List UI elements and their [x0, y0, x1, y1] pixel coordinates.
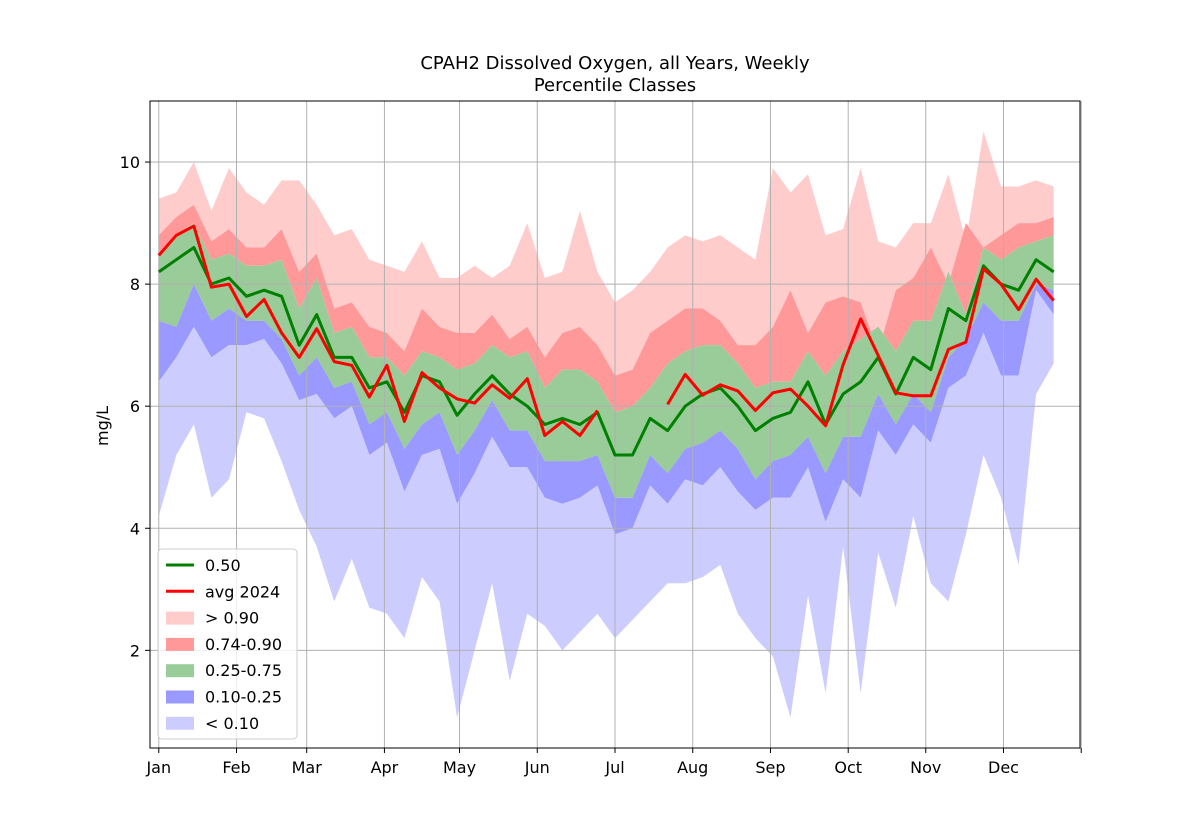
- legend-patch-swatch: [166, 611, 194, 625]
- x-axis: Jan Feb Mar Apr May Jun Jul Aug Sep Oct Nov Dec: [145, 748, 1082, 777]
- y-axis: 2 4 6 8 10: [120, 153, 150, 660]
- y-tick-label: 8: [130, 275, 140, 294]
- series-line-0: [157, 246, 1055, 457]
- legend-patch-swatch: [166, 716, 194, 730]
- x-tick-label: Aug: [677, 758, 708, 777]
- x-tick-label: Jun: [524, 758, 550, 777]
- legend-label: avg 2024: [205, 582, 280, 601]
- band-1: [158, 204, 1054, 413]
- y-axis-label: mg/L: [93, 406, 112, 446]
- y-tick-label: 10: [120, 153, 140, 172]
- x-tick-label: Feb: [222, 758, 250, 777]
- band-4: [158, 290, 1054, 718]
- x-tick-label: Apr: [371, 758, 399, 777]
- y-tick-label: 4: [130, 519, 140, 538]
- x-tick-label: Mar: [292, 758, 323, 777]
- x-tick-label: Dec: [988, 758, 1019, 777]
- y-tick-label: 6: [130, 397, 140, 416]
- grid-lines: [150, 101, 1082, 748]
- chart-title-line2: Percentile Classes: [534, 75, 696, 96]
- percentile-bands: [158, 131, 1054, 718]
- legend: 0.50 avg 2024 > 0.90 0.74-0.90 0.25-0.75 0.10…: [157, 548, 298, 740]
- band-2: [158, 223, 1054, 498]
- band-0: [158, 131, 1054, 376]
- series-line-1: [157, 224, 1055, 437]
- legend-label: 0.25-0.75: [205, 661, 282, 680]
- legend-label: 0.50: [205, 556, 241, 575]
- y-tick-label: 2: [130, 641, 140, 660]
- legend-patch-swatch: [166, 690, 194, 704]
- x-tick-label: Oct: [834, 758, 862, 777]
- legend-patch-swatch: [166, 637, 194, 651]
- x-tick-label: Jul: [604, 758, 624, 777]
- legend-label: 0.74-0.90: [205, 635, 282, 654]
- legend-label: 0.10-0.25: [205, 688, 282, 707]
- data-series: [157, 224, 1055, 457]
- legend-label: < 0.10: [205, 714, 259, 733]
- x-tick-label: Jan: [145, 758, 171, 777]
- x-tick-label: Sep: [755, 758, 785, 777]
- x-tick-label: Nov: [910, 758, 941, 777]
- band-3: [158, 284, 1054, 535]
- chart-title-line1: CPAH2 Dissolved Oxygen, all Years, Weekl…: [420, 53, 810, 74]
- legend-label: > 0.90: [205, 609, 259, 628]
- x-tick-label: May: [443, 758, 476, 777]
- legend-patch-swatch: [166, 664, 194, 678]
